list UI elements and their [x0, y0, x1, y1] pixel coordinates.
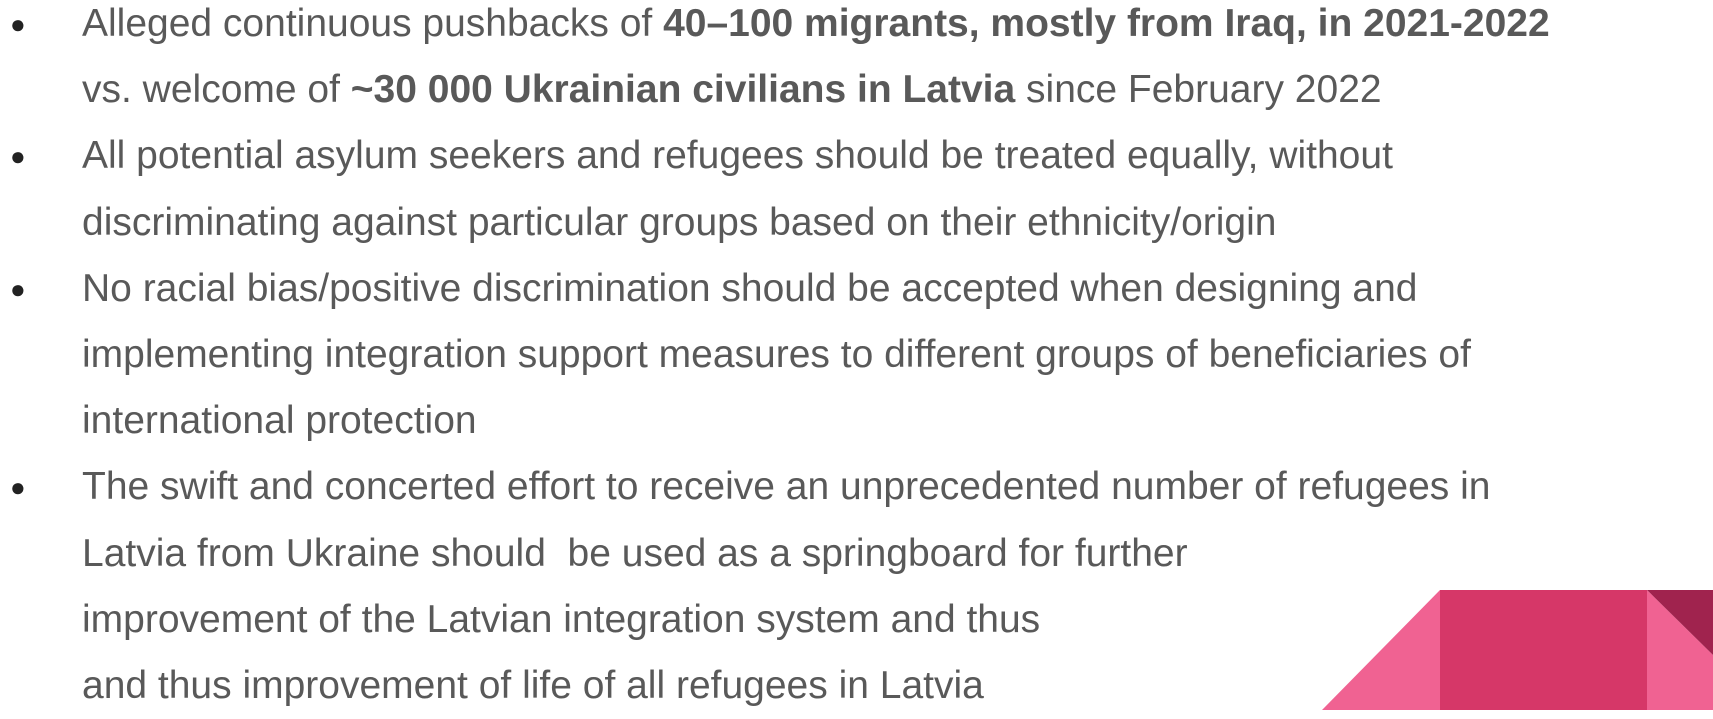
bullet-marker: ● — [10, 454, 26, 520]
text-line: Alleged continuous pushbacks of 40–100 m… — [82, 0, 1550, 57]
text-run: discriminating against particular groups… — [82, 201, 1276, 244]
bullet-marker: ● — [10, 256, 26, 322]
text-run: All potential asylum seekers and refugee… — [82, 134, 1393, 177]
text-run: since February 2022 — [1015, 68, 1381, 111]
text-line: and thus improvement of life of all refu… — [82, 653, 984, 719]
text-line: international protection — [82, 388, 477, 454]
text-run: international protection — [82, 399, 477, 442]
text-run: Latvia from Ukraine should be used as a … — [82, 532, 1188, 575]
text-line: implementing integration support measure… — [82, 322, 1471, 388]
text-line: The swift and concerted effort to receiv… — [82, 454, 1490, 520]
text-run: improvement of the Latvian integration s… — [82, 598, 1040, 641]
deco-shape — [1440, 590, 1647, 710]
bold-text: ~30 000 Ukrainian civilians in Latvia — [351, 68, 1015, 111]
bullet-marker: ● — [10, 123, 26, 189]
text-run: Alleged continuous pushbacks of — [82, 2, 663, 45]
text-line: discriminating against particular groups… — [82, 190, 1276, 256]
text-run: vs. welcome of — [82, 68, 351, 111]
text-line: improvement of the Latvian integration s… — [82, 587, 1040, 653]
deco-shape — [1322, 590, 1440, 710]
bullet-marker: ● — [10, 0, 26, 57]
text-line: No racial bias/positive discrimination s… — [82, 256, 1417, 322]
bold-text: 40–100 migrants, mostly from Iraq, in 20… — [663, 2, 1550, 45]
text-line: All potential asylum seekers and refugee… — [82, 123, 1393, 189]
text-run: implementing integration support measure… — [82, 333, 1471, 376]
text-run: The swift and concerted effort to receiv… — [82, 465, 1490, 508]
text-line: Latvia from Ukraine should be used as a … — [82, 521, 1188, 587]
text-run: No racial bias/positive discrimination s… — [82, 267, 1417, 310]
slide: ● Alleged continuous pushbacks of 40–100 … — [0, 0, 1713, 710]
text-run: and thus improvement of life of all refu… — [82, 664, 984, 707]
text-line: vs. welcome of ~30 000 Ukrainian civilia… — [82, 57, 1382, 123]
